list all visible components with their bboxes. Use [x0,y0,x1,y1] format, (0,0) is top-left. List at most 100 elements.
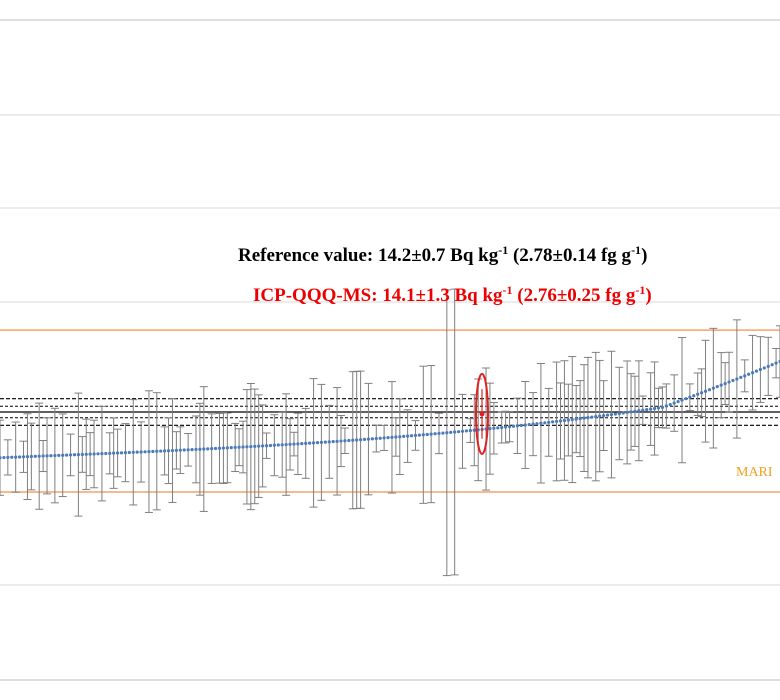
data-point [649,407,653,411]
data-point [41,454,45,458]
data-point [723,381,727,386]
data-point [65,453,69,457]
data-point [33,454,37,458]
data-point [49,454,53,458]
data-point [429,432,433,436]
data-point [264,444,269,448]
data-point [402,434,406,438]
data-point [123,451,128,455]
data-point [570,417,574,422]
data-point [554,419,559,424]
data-point [605,413,610,417]
data-point [441,431,445,435]
data-point [127,450,131,455]
data-point [602,413,606,418]
data-point [221,446,226,450]
data-point [460,429,465,433]
data-point [637,409,641,413]
data-point [300,442,304,446]
data-point [535,422,539,426]
data-points [0,359,780,460]
data-point [72,453,77,457]
data-point [617,411,621,416]
data-point [586,416,590,420]
highlight-point [479,411,485,417]
data-point [574,417,578,421]
data-point [272,443,276,447]
data-point [362,437,367,441]
data-point [143,450,147,454]
data-point [378,436,382,440]
data-point [672,401,676,405]
data-point [700,391,704,395]
data-point [652,406,657,411]
data-point [558,419,563,423]
data-point [641,408,645,412]
data-point [523,423,527,427]
data-point [692,394,696,398]
data-point [210,447,214,451]
data-point [347,438,351,443]
data-point [14,455,18,459]
data-point [0,456,2,460]
data-point [676,400,680,404]
data-point [437,431,441,436]
data-point [445,431,449,435]
data-point [656,406,661,410]
data-point [421,433,425,437]
data-point [449,430,453,434]
data-point [45,454,49,458]
limit-band [0,329,780,493]
data-point [249,444,253,449]
data-point [2,455,6,460]
data-point [213,446,218,451]
data-point [511,424,516,428]
data-point [496,426,500,430]
data-point [10,455,14,459]
data-point [382,436,386,440]
data-point [61,453,65,457]
data-point [696,392,700,396]
data-point [531,422,535,426]
data-point [507,425,512,429]
data-point [390,435,394,439]
data-point [719,383,723,387]
data-point [433,432,437,436]
data-point [735,377,739,381]
data-point [155,449,159,453]
data-point [500,425,504,430]
reference-lines [0,398,780,426]
data-point [519,423,523,428]
data-point [29,454,33,459]
data-point [456,430,461,434]
data-point [339,439,343,443]
data-point [104,451,108,456]
data-point [417,433,421,437]
data-point [504,425,508,429]
icp-annotation: ICP-QQQ-MS: 14.1±1.3 Bq kg-1 (2.76±0.25 … [253,283,652,306]
data-point [398,435,402,439]
data-point [202,447,206,451]
data-point [609,412,614,417]
data-point [707,388,712,392]
data-point [366,437,371,441]
data-point [53,453,57,458]
data-point [774,361,778,365]
data-point [645,408,649,412]
data-point [359,438,363,442]
data-point [750,371,755,375]
data-point [758,367,763,372]
data-point [284,442,288,447]
data-point [703,389,708,393]
data-point [151,449,155,454]
data-point [112,451,116,455]
data-point [174,448,178,452]
data-point [668,402,672,407]
data-point [613,412,617,416]
data-point [206,447,210,451]
data-point [166,449,171,453]
marker-label: MARI [736,465,773,480]
data-point [37,454,41,458]
data-point [664,404,668,408]
